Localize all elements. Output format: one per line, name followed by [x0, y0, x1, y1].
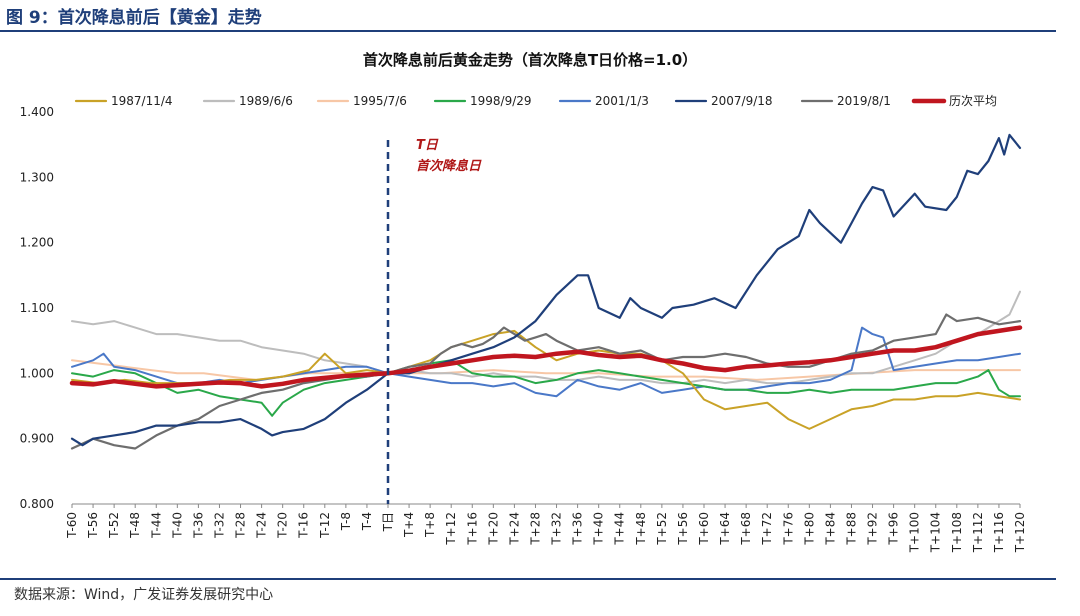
x-tick-label: T-48	[128, 512, 142, 539]
x-tick-label: T-44	[149, 512, 163, 539]
x-tick-label: T+76	[781, 512, 795, 546]
legend-label: 2001/1/3	[595, 94, 649, 108]
series-line-1995/7/6	[71, 359, 1021, 381]
figure-title: 图 9：首次降息前后【黄金】走势	[6, 8, 262, 28]
y-tick-label: 0.800	[20, 497, 54, 511]
x-tick-label: T-8	[339, 512, 353, 531]
x-tick-label: T+4	[402, 512, 416, 538]
x-tick-label: T+108	[950, 512, 964, 553]
y-tick-label: 1.100	[20, 301, 54, 315]
x-tick-label: T+32	[550, 512, 564, 546]
y-tick-label: 0.900	[20, 432, 54, 446]
y-tick-label: 1.400	[20, 105, 54, 119]
x-tick-label: T-52	[107, 512, 121, 539]
legend-item: 1998/9/29	[433, 94, 532, 108]
x-tick-label: T-56	[86, 512, 100, 539]
x-tick-label: T+40	[592, 512, 606, 546]
legend-item: 2001/1/3	[558, 94, 649, 108]
series-line-1987/11/4	[71, 329, 1021, 430]
x-tick-label: T+60	[697, 512, 711, 546]
figure-header: 图 9：首次降息前后【黄金】走势	[0, 0, 1056, 32]
gold-trend-chart: 首次降息前后黄金走势（首次降息T日价格=1.0） 1987/11/4 1989/6…	[20, 51, 1027, 553]
x-tick-label: T-60	[65, 512, 79, 539]
x-tick-label: T+112	[971, 512, 985, 553]
x-tick-label: T+80	[802, 512, 816, 546]
series-line-2019/8/1	[70, 313, 1022, 450]
x-tick-label: T-4	[360, 512, 374, 531]
y-axis: 0.800 0.900 1.000 1.100 1.200 1.300 1.400	[20, 105, 54, 511]
x-tick-label: T+64	[718, 512, 732, 546]
series-line-2007/9/18	[70, 133, 1022, 447]
x-tick-label: T+116	[992, 512, 1006, 553]
annotation-text: 首次降息日	[416, 158, 482, 174]
legend-label: 1987/11/4	[111, 94, 173, 108]
x-tick-label: T-12	[318, 512, 332, 539]
x-tick-label: T+28	[528, 512, 542, 546]
legend-label: 2019/8/1	[837, 94, 891, 108]
x-tick-label: T+84	[823, 512, 837, 546]
x-tick-label: T+92	[866, 512, 880, 546]
x-tick-label: T+56	[676, 512, 690, 546]
x-tick-label: T+120	[1013, 512, 1027, 553]
x-tick-label: T+12	[444, 512, 458, 546]
legend-label: 2007/9/18	[711, 94, 773, 108]
x-tick-label: T+24	[507, 512, 521, 546]
legend-label: 1995/7/6	[353, 94, 407, 108]
x-tick-label: T+104	[929, 512, 943, 553]
legend-item: 1989/6/6	[202, 94, 293, 108]
legend-label: 1989/6/6	[239, 94, 293, 108]
x-tick-label: T-24	[255, 512, 269, 539]
x-tick-label: T+96	[887, 512, 901, 546]
legend-item: 2019/8/1	[800, 94, 891, 108]
series-line-2001/1/3	[71, 326, 1021, 398]
x-tick-label: T+52	[655, 512, 669, 546]
x-tick-label: T-28	[234, 512, 248, 539]
x-tick-label: T+48	[634, 512, 648, 546]
chart-title: 首次降息前后黄金走势（首次降息T日价格=1.0）	[363, 51, 697, 69]
data-source-note: 数据来源：Wind，广发证券发展研究中心	[14, 587, 274, 603]
legend-label: 历次平均	[949, 94, 997, 108]
x-tick-label: T+88	[844, 512, 858, 546]
y-tick-label: 1.000	[20, 366, 54, 380]
legend-item: 历次平均	[911, 94, 997, 108]
footer-divider	[0, 578, 1056, 580]
chart-legend: 1987/11/4 1989/6/6 1995/7/6 1998/9/29 2001/1…	[74, 94, 997, 108]
x-tick-label: T-20	[276, 512, 290, 539]
series-line-历次平均	[69, 325, 1023, 389]
legend-item: 1995/7/6	[316, 94, 407, 108]
x-tick-label: T+36	[571, 512, 585, 546]
x-tick-label: T-16	[297, 512, 311, 539]
x-tick-label: T+44	[613, 512, 627, 546]
x-tick-label: T+16	[465, 512, 479, 546]
x-tick-label: T-36	[191, 512, 205, 539]
annotation-text: T日	[416, 138, 439, 153]
legend-item: 1987/11/4	[74, 94, 173, 108]
series-line-1989/6/6	[71, 290, 1021, 385]
x-tick-label: T-40	[170, 512, 184, 539]
x-tick-label: T+68	[739, 512, 753, 546]
x-tick-label: T+20	[486, 512, 500, 546]
x-tick-label: T-32	[212, 512, 226, 539]
series-line-1998/9/29	[71, 359, 1021, 417]
legend-item: 2007/9/18	[674, 94, 773, 108]
x-tick-label: T+100	[908, 512, 922, 553]
x-tick-label: T日	[381, 512, 395, 532]
y-tick-label: 1.300	[20, 170, 54, 184]
x-axis: T-60 T-56 T-52 T-48 T-44 T-40 T-36 T-32 T-28 T-24…	[65, 503, 1027, 553]
x-tick-label: T+72	[760, 512, 774, 546]
y-tick-label: 1.200	[20, 236, 54, 250]
series-layer	[69, 133, 1023, 450]
legend-label: 1998/9/29	[470, 94, 532, 108]
x-tick-label: T+8	[423, 512, 437, 538]
